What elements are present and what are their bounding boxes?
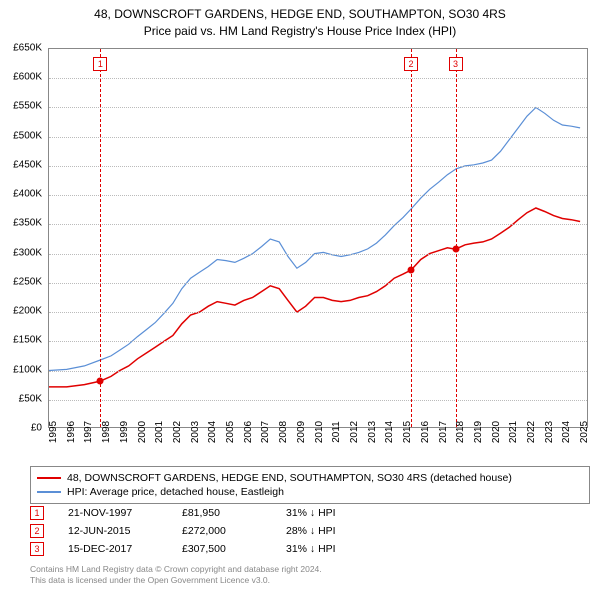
x-axis-tick-label: 2005 [225,421,236,443]
y-axis-tick-label: £600K [0,72,42,83]
x-axis-tick-label: 2016 [420,421,431,443]
y-axis-tick-label: £50K [0,393,42,404]
event-price: £307,500 [182,543,262,555]
gridline-h [49,107,587,108]
event-vline [100,49,101,427]
legend-label-property: 48, DOWNSCROFT GARDENS, HEDGE END, SOUTH… [67,472,512,484]
gridline-h [49,312,587,313]
y-axis-tick-label: £150K [0,335,42,346]
gridline-h [49,137,587,138]
chart-container: 48, DOWNSCROFT GARDENS, HEDGE END, SOUTH… [0,0,600,590]
event-marker-box: 2 [404,57,418,71]
gridline-h [49,224,587,225]
events-table: 1 21-NOV-1997 £81,950 31% ↓ HPI 2 12-JUN… [30,504,590,558]
x-axis-tick-label: 2001 [154,421,165,443]
gridline-h [49,195,587,196]
event-dot [408,266,415,273]
legend-item-property: 48, DOWNSCROFT GARDENS, HEDGE END, SOUTH… [37,471,583,485]
event-marker-3: 3 [30,542,44,556]
x-axis-tick-label: 2023 [544,421,555,443]
gridline-h [49,341,587,342]
chart-area: 123 £0£50K£100K£150K£200K£250K£300K£350K… [48,48,588,428]
x-axis-tick-label: 1996 [66,421,77,443]
x-axis-tick-label: 2025 [579,421,590,443]
event-marker-box: 3 [449,57,463,71]
event-marker-2: 2 [30,524,44,538]
x-axis-tick-label: 2006 [243,421,254,443]
footer-line-2: This data is licensed under the Open Gov… [30,575,322,586]
event-delta: 28% ↓ HPI [286,525,336,537]
event-date: 12-JUN-2015 [68,525,158,537]
x-axis-tick-label: 2011 [331,421,342,443]
y-axis-tick-label: £250K [0,276,42,287]
x-axis-tick-label: 2012 [349,421,360,443]
event-price: £81,950 [182,507,262,519]
event-delta: 31% ↓ HPI [286,543,336,555]
gridline-h [49,400,587,401]
gridline-h [49,254,587,255]
y-axis-tick-label: £350K [0,218,42,229]
x-axis-tick-label: 2020 [491,421,502,443]
x-axis-tick-label: 2018 [455,421,466,443]
event-dot [97,378,104,385]
x-axis-tick-label: 2021 [508,421,519,443]
plot-area: 1 2 3 [48,48,588,428]
y-axis-tick-label: £650K [0,43,42,54]
legend-swatch-hpi [37,491,61,493]
gridline-h [49,78,587,79]
event-marker-1: 1 [30,506,44,520]
y-axis-tick-label: £0 [0,423,42,434]
y-axis-tick-label: £100K [0,364,42,375]
x-axis-tick-label: 1998 [101,421,112,443]
event-row: 3 15-DEC-2017 £307,500 31% ↓ HPI [30,540,590,558]
x-axis-tick-label: 2017 [438,421,449,443]
x-axis-tick-label: 2000 [137,421,148,443]
x-axis-tick-label: 2013 [367,421,378,443]
gridline-h [49,371,587,372]
event-date: 15-DEC-2017 [68,543,158,555]
event-marker-box: 1 [93,57,107,71]
x-axis-tick-label: 2003 [190,421,201,443]
event-price: £272,000 [182,525,262,537]
x-axis-tick-label: 2004 [207,421,218,443]
x-axis-tick-label: 2008 [278,421,289,443]
x-axis-tick-label: 1999 [119,421,130,443]
gridline-h [49,283,587,284]
title-line-2: Price paid vs. HM Land Registry's House … [0,23,600,40]
event-delta: 31% ↓ HPI [286,507,336,519]
y-axis-tick-label: £200K [0,306,42,317]
y-axis-tick-label: £550K [0,101,42,112]
event-dot [452,246,459,253]
gridline-h [49,166,587,167]
y-axis-tick-label: £300K [0,247,42,258]
footer-attribution: Contains HM Land Registry data © Crown c… [30,564,322,586]
legend-item-hpi: HPI: Average price, detached house, East… [37,485,583,499]
x-axis-tick-label: 2015 [402,421,413,443]
event-row: 2 12-JUN-2015 £272,000 28% ↓ HPI [30,522,590,540]
footer-line-1: Contains HM Land Registry data © Crown c… [30,564,322,575]
x-axis-tick-label: 2010 [314,421,325,443]
event-vline [411,49,412,427]
x-axis-tick-label: 2024 [561,421,572,443]
chart-title: 48, DOWNSCROFT GARDENS, HEDGE END, SOUTH… [0,0,600,40]
legend-swatch-property [37,477,61,479]
event-vline [456,49,457,427]
title-line-1: 48, DOWNSCROFT GARDENS, HEDGE END, SOUTH… [0,6,600,23]
x-axis-tick-label: 1997 [83,421,94,443]
y-axis-tick-label: £400K [0,189,42,200]
x-axis-tick-label: 1995 [48,421,59,443]
legend: 48, DOWNSCROFT GARDENS, HEDGE END, SOUTH… [30,466,590,504]
event-date: 21-NOV-1997 [68,507,158,519]
x-axis-tick-label: 2019 [473,421,484,443]
x-axis-tick-label: 2022 [526,421,537,443]
y-axis-tick-label: £450K [0,159,42,170]
x-axis-tick-label: 2002 [172,421,183,443]
event-row: 1 21-NOV-1997 £81,950 31% ↓ HPI [30,504,590,522]
line-series-svg [49,49,589,429]
legend-label-hpi: HPI: Average price, detached house, East… [67,486,284,498]
x-axis-tick-label: 2014 [384,421,395,443]
y-axis-tick-label: £500K [0,130,42,141]
x-axis-tick-label: 2007 [260,421,271,443]
x-axis-tick-label: 2009 [296,421,307,443]
